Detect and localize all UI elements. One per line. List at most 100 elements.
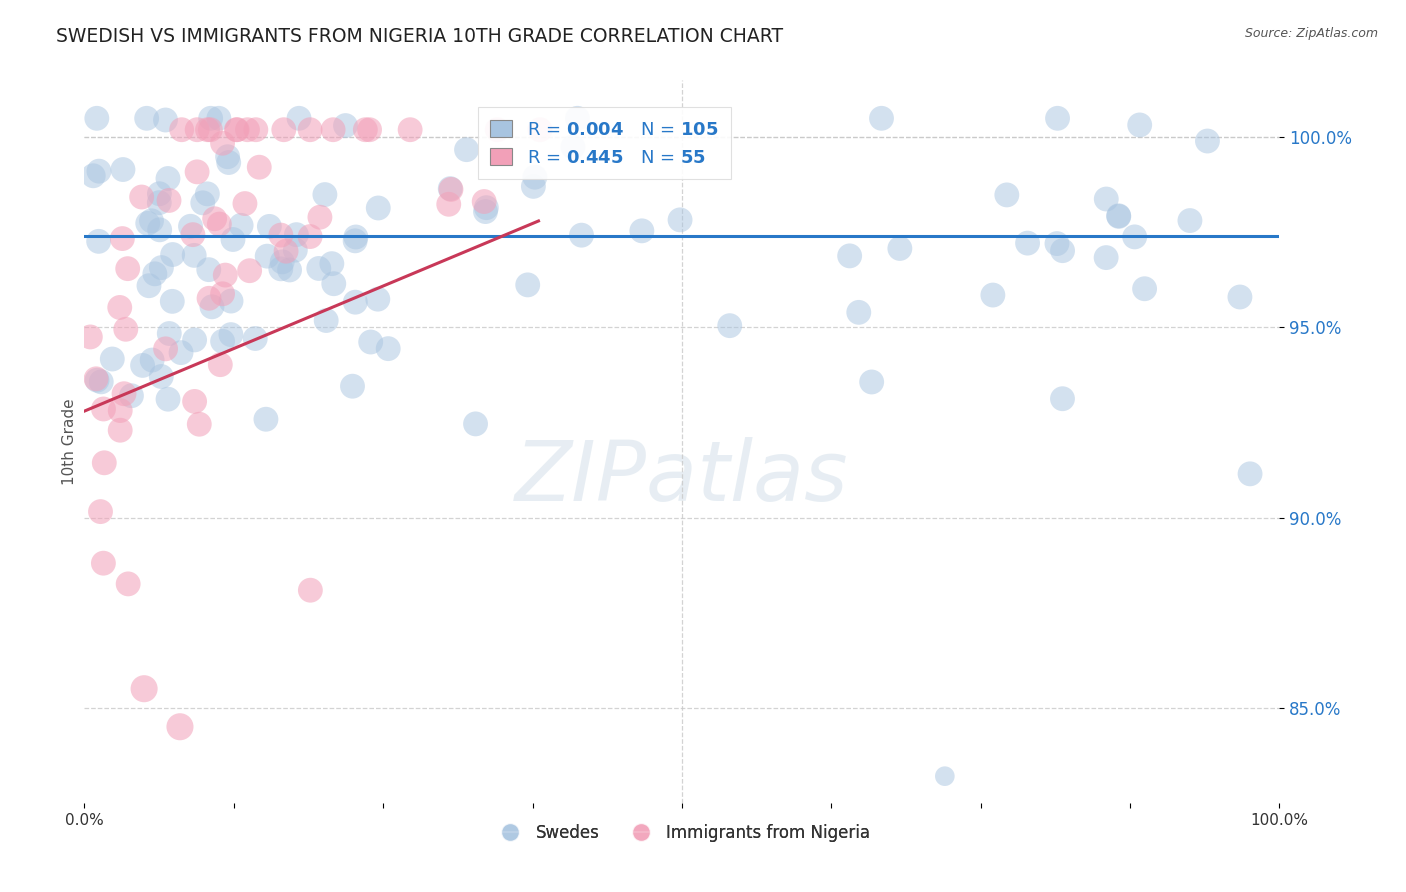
Point xyxy=(231,219,253,233)
Point xyxy=(245,331,267,345)
Point xyxy=(226,122,249,136)
Point xyxy=(315,313,337,327)
Point xyxy=(204,211,226,226)
Point xyxy=(344,295,367,310)
Point xyxy=(181,227,204,242)
Point xyxy=(571,228,593,243)
Point xyxy=(108,423,131,437)
Point xyxy=(222,233,245,247)
Point xyxy=(995,188,1018,202)
Point xyxy=(183,248,205,262)
Point xyxy=(82,169,104,183)
Point xyxy=(669,212,692,227)
Point xyxy=(838,249,860,263)
Point xyxy=(308,261,330,276)
Point xyxy=(309,211,332,225)
Point xyxy=(197,122,219,136)
Point xyxy=(1133,282,1156,296)
Point xyxy=(183,394,205,409)
Point xyxy=(120,389,142,403)
Point xyxy=(274,244,297,259)
Point xyxy=(486,122,509,136)
Point xyxy=(186,122,208,136)
Point xyxy=(211,334,233,349)
Point xyxy=(278,263,301,277)
Point xyxy=(1046,112,1069,126)
Point xyxy=(367,201,389,215)
Point xyxy=(456,143,478,157)
Point xyxy=(162,294,184,309)
Point xyxy=(211,286,233,301)
Point xyxy=(1052,392,1074,406)
Point xyxy=(870,112,893,126)
Point xyxy=(179,219,201,234)
Point xyxy=(148,195,170,210)
Point xyxy=(157,194,180,208)
Point xyxy=(1046,236,1069,251)
Point xyxy=(718,318,741,333)
Point xyxy=(889,242,911,256)
Point xyxy=(1239,467,1261,481)
Point xyxy=(162,247,184,261)
Point xyxy=(117,261,139,276)
Point xyxy=(191,195,214,210)
Point xyxy=(1052,244,1074,258)
Point xyxy=(225,122,247,136)
Point xyxy=(360,334,382,349)
Point xyxy=(472,194,495,209)
Point xyxy=(567,112,589,126)
Point xyxy=(150,369,173,384)
Point xyxy=(860,375,883,389)
Point xyxy=(440,182,463,196)
Point xyxy=(1095,192,1118,206)
Point xyxy=(342,379,364,393)
Point xyxy=(288,112,311,126)
Point xyxy=(79,330,101,344)
Point xyxy=(208,217,231,231)
Point xyxy=(1017,236,1039,251)
Point xyxy=(143,267,166,281)
Point xyxy=(149,223,172,237)
Point xyxy=(522,179,544,194)
Point xyxy=(111,231,134,245)
Point xyxy=(299,229,322,244)
Point xyxy=(169,720,191,734)
Point xyxy=(157,392,180,407)
Point xyxy=(155,113,177,128)
Point xyxy=(108,301,131,315)
Point xyxy=(93,456,115,470)
Point xyxy=(195,186,218,201)
Point xyxy=(209,358,232,372)
Point xyxy=(117,577,139,591)
Point xyxy=(93,556,115,570)
Point xyxy=(198,291,221,305)
Point xyxy=(186,165,208,179)
Point xyxy=(270,228,292,243)
Point xyxy=(1095,251,1118,265)
Point xyxy=(516,277,538,292)
Point xyxy=(464,417,486,431)
Point xyxy=(201,300,224,314)
Point xyxy=(138,278,160,293)
Point xyxy=(219,294,242,309)
Point xyxy=(183,333,205,347)
Point xyxy=(155,342,177,356)
Point xyxy=(322,277,344,291)
Point xyxy=(1197,134,1219,148)
Point xyxy=(111,162,134,177)
Point xyxy=(1229,290,1251,304)
Point xyxy=(1123,230,1146,244)
Point xyxy=(170,122,193,136)
Point xyxy=(321,257,343,271)
Point xyxy=(239,263,262,277)
Point xyxy=(132,681,156,696)
Point xyxy=(86,112,108,126)
Point xyxy=(256,249,278,263)
Point xyxy=(110,403,132,417)
Point xyxy=(299,122,322,136)
Point xyxy=(561,140,583,154)
Point xyxy=(245,122,267,136)
Point xyxy=(236,122,259,136)
Point xyxy=(377,342,399,356)
Point xyxy=(101,351,124,366)
